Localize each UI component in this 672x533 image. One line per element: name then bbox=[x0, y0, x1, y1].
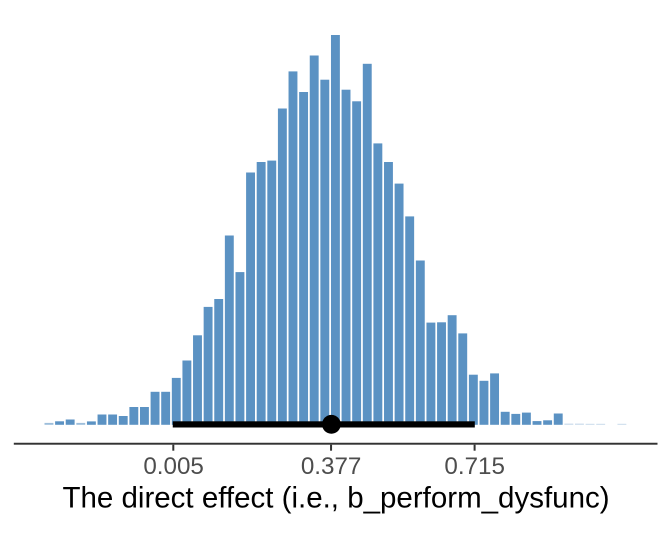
svg-text:0.005: 0.005 bbox=[143, 453, 204, 480]
svg-text:0.715: 0.715 bbox=[444, 453, 505, 480]
svg-text:0.377: 0.377 bbox=[301, 453, 362, 480]
svg-text:The direct effect (i.e., b_per: The direct effect (i.e., b_perform_dysfu… bbox=[62, 482, 609, 515]
